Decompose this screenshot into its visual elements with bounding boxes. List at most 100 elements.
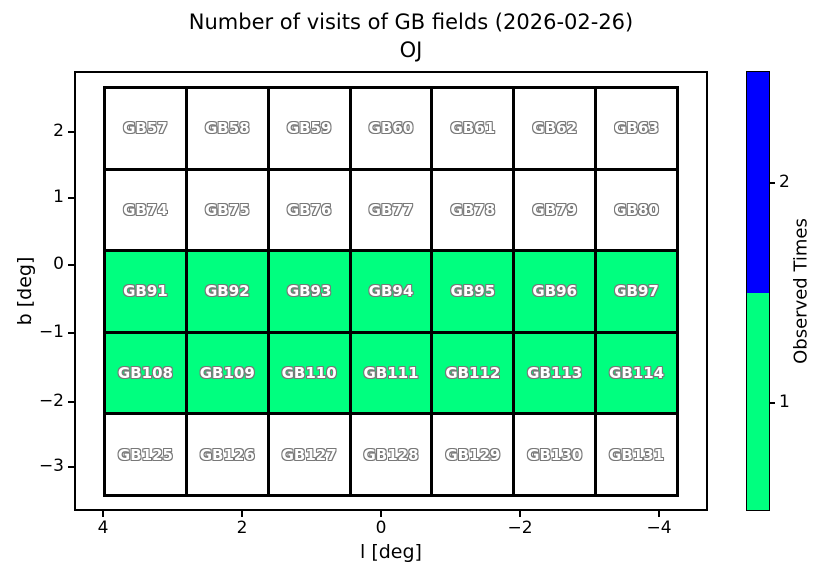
colorbar-tick-mark — [769, 182, 775, 184]
field-cell-label: GB76 — [286, 200, 332, 219]
colorbar-segment-2-visits — [747, 72, 769, 294]
field-cell-GB128: GB128 — [351, 415, 431, 494]
field-cell-GB94: GB94 — [351, 252, 431, 331]
field-cell-label: GB127 — [281, 445, 337, 464]
y-tick-mark — [68, 197, 74, 199]
field-cell-label: GB110 — [281, 364, 337, 383]
field-cell-label: GB111 — [363, 364, 419, 383]
field-cell-label: GB92 — [204, 282, 250, 301]
field-cell-GB59: GB59 — [269, 89, 349, 168]
field-cell-label: GB94 — [368, 282, 414, 301]
field-cell-label: GB125 — [117, 445, 173, 464]
field-cell-GB78: GB78 — [433, 170, 513, 250]
field-cell-label: GB91 — [123, 282, 168, 301]
field-cell-GB58: GB58 — [187, 89, 267, 168]
field-cell-GB75: GB75 — [187, 170, 267, 250]
field-cell-label: GB62 — [532, 119, 578, 138]
field-cell-GB92: GB92 — [187, 252, 267, 331]
field-cell-GB131: GB131 — [597, 415, 676, 494]
x-tick-mark — [241, 511, 243, 517]
field-cell-GB60: GB60 — [351, 89, 431, 168]
colorbar-tick-label: 2 — [779, 172, 790, 192]
field-grid: GB57 GB58 GB59 GB60 GB61 GB62 GB63 GB74 GB75 GB76… — [103, 86, 679, 497]
field-cell-GB91: GB91 — [106, 252, 185, 331]
x-tick-label: 0 — [375, 518, 387, 538]
x-tick-label: −2 — [507, 518, 533, 538]
y-tick-label: 2 — [53, 121, 64, 141]
field-cell-label: GB129 — [445, 445, 501, 464]
field-cell-GB62: GB62 — [515, 89, 595, 168]
field-cell-label: GB59 — [286, 119, 332, 138]
y-tick-mark — [68, 466, 74, 468]
field-cell-label: GB108 — [117, 364, 173, 383]
y-tick-label: 0 — [53, 254, 64, 274]
field-cell-label: GB63 — [614, 119, 659, 138]
field-cell-GB77: GB77 — [351, 170, 431, 250]
field-cell-GB93: GB93 — [269, 252, 349, 331]
field-cell-GB74: GB74 — [106, 170, 185, 250]
field-cell-GB97: GB97 — [597, 252, 676, 331]
field-cell-GB127: GB127 — [269, 415, 349, 494]
field-cell-label: GB96 — [532, 282, 578, 301]
y-tick-label: −3 — [38, 456, 64, 476]
field-cell-GB109: GB109 — [187, 333, 267, 413]
field-cell-label: GB130 — [527, 445, 583, 464]
x-axis-label: l [deg] — [360, 541, 422, 563]
field-cell-GB76: GB76 — [269, 170, 349, 250]
y-tick-mark — [68, 401, 74, 403]
field-cell-label: GB77 — [368, 200, 414, 219]
y-tick-mark — [68, 264, 74, 266]
field-cell-label: GB58 — [204, 119, 250, 138]
y-tick-label: −1 — [38, 322, 64, 342]
chart-subtitle: OJ — [399, 38, 423, 62]
field-cell-GB129: GB129 — [433, 415, 513, 494]
field-cell-GB108: GB108 — [106, 333, 185, 413]
field-cell-label: GB131 — [609, 445, 665, 464]
field-cell-label: GB60 — [368, 119, 414, 138]
field-cell-label: GB113 — [527, 364, 583, 383]
field-cell-GB80: GB80 — [597, 170, 676, 250]
field-cell-label: GB79 — [532, 200, 578, 219]
field-cell-GB130: GB130 — [515, 415, 595, 494]
field-cell-label: GB80 — [614, 200, 659, 219]
y-tick-label: 1 — [53, 187, 64, 207]
field-cell-label: GB93 — [286, 282, 332, 301]
field-cell-GB126: GB126 — [187, 415, 267, 494]
y-axis-label: b [deg] — [14, 256, 36, 326]
field-cell-label: GB128 — [363, 445, 419, 464]
y-tick-label: −2 — [38, 391, 64, 411]
colorbar-tick-mark — [769, 402, 775, 404]
field-cell-label: GB97 — [614, 282, 659, 301]
field-cell-label: GB114 — [609, 364, 665, 383]
x-tick-mark — [380, 511, 382, 517]
colorbar-segment-1-visit — [747, 293, 769, 510]
y-tick-mark — [68, 332, 74, 334]
x-tick-mark — [658, 511, 660, 517]
colorbar-label: Observed Times — [790, 218, 812, 364]
x-tick-label: 2 — [236, 518, 248, 538]
field-cell-label: GB74 — [123, 200, 168, 219]
field-cell-label: GB95 — [450, 282, 496, 301]
field-cell-label: GB109 — [199, 364, 255, 383]
colorbar-tick-label: 1 — [779, 392, 790, 412]
field-cell-GB110: GB110 — [269, 333, 349, 413]
field-cell-GB57: GB57 — [106, 89, 185, 168]
field-cell-label: GB61 — [450, 119, 496, 138]
field-cell-GB112: GB112 — [433, 333, 513, 413]
chart-title: Number of visits of GB fields (2026-02-2… — [188, 10, 634, 34]
x-tick-label: −4 — [646, 518, 672, 538]
field-cell-GB125: GB125 — [106, 415, 185, 494]
field-cell-GB111: GB111 — [351, 333, 431, 413]
y-tick-mark — [68, 131, 74, 133]
field-cell-GB96: GB96 — [515, 252, 595, 331]
field-cell-label: GB78 — [450, 200, 496, 219]
field-cell-GB79: GB79 — [515, 170, 595, 250]
x-tick-mark — [519, 511, 521, 517]
field-cell-label: GB75 — [204, 200, 250, 219]
field-cell-GB114: GB114 — [597, 333, 676, 413]
field-cell-GB95: GB95 — [433, 252, 513, 331]
colorbar — [746, 71, 770, 511]
x-tick-mark — [102, 511, 104, 517]
field-cell-label: GB112 — [445, 364, 501, 383]
